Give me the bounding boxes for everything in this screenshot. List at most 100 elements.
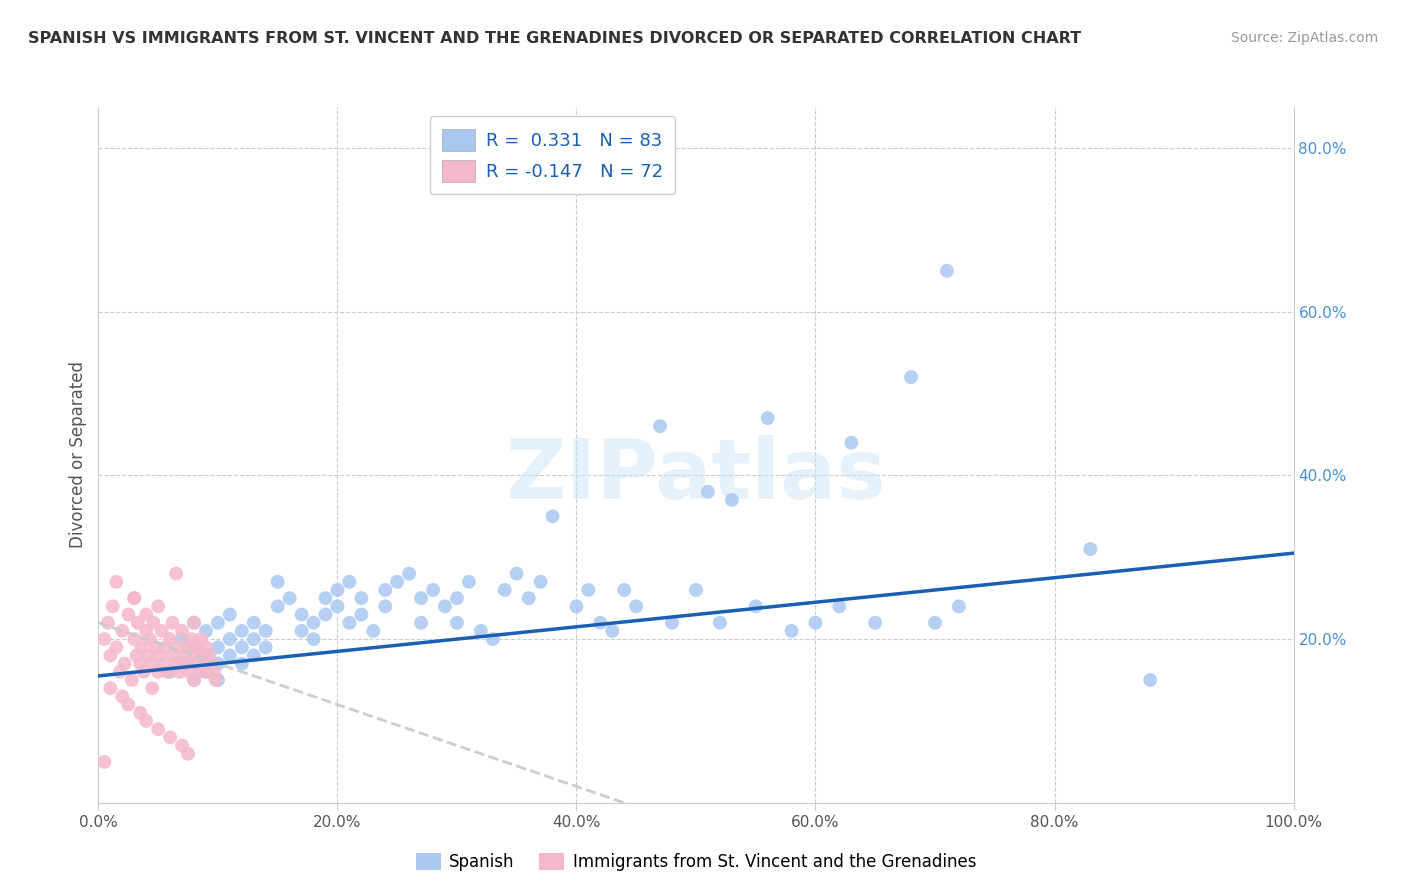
Point bbox=[183, 615, 205, 630]
Point bbox=[458, 574, 481, 589]
Point bbox=[183, 673, 205, 687]
Point bbox=[155, 640, 177, 655]
Point bbox=[948, 599, 970, 614]
Point bbox=[648, 419, 672, 434]
Point bbox=[150, 624, 173, 638]
Point bbox=[411, 615, 433, 630]
Point bbox=[207, 657, 229, 671]
Point bbox=[127, 615, 149, 630]
Point bbox=[302, 632, 325, 646]
Point bbox=[141, 657, 163, 671]
Point bbox=[194, 624, 218, 638]
Point bbox=[1139, 673, 1161, 687]
Point bbox=[114, 657, 136, 671]
Point bbox=[163, 648, 186, 663]
Point bbox=[105, 640, 128, 655]
Point bbox=[326, 599, 349, 614]
Point bbox=[291, 607, 314, 622]
Point bbox=[433, 599, 456, 614]
Point bbox=[231, 624, 253, 638]
Point bbox=[183, 648, 205, 663]
Point bbox=[422, 582, 444, 597]
Point bbox=[411, 591, 433, 606]
Point bbox=[291, 624, 314, 638]
Point bbox=[709, 615, 731, 630]
Point bbox=[267, 574, 290, 589]
Point bbox=[174, 657, 197, 671]
Point bbox=[828, 599, 851, 614]
Point bbox=[148, 722, 170, 736]
Point bbox=[105, 574, 128, 589]
Point bbox=[117, 698, 139, 712]
Point bbox=[139, 632, 162, 646]
Point bbox=[183, 640, 205, 655]
Point bbox=[398, 566, 420, 581]
Point bbox=[326, 582, 349, 597]
Point bbox=[363, 624, 385, 638]
Point bbox=[201, 657, 224, 671]
Point bbox=[149, 648, 172, 663]
Point bbox=[924, 615, 946, 630]
Point bbox=[350, 591, 373, 606]
Point bbox=[179, 665, 201, 679]
Point bbox=[159, 665, 181, 679]
Point bbox=[780, 624, 803, 638]
Point bbox=[613, 582, 636, 597]
Point bbox=[194, 657, 218, 671]
Point bbox=[350, 607, 373, 622]
Point bbox=[124, 591, 146, 606]
Point bbox=[98, 681, 122, 696]
Point bbox=[197, 665, 219, 679]
Point bbox=[254, 640, 277, 655]
Point bbox=[108, 665, 131, 679]
Point bbox=[385, 574, 409, 589]
Point bbox=[167, 640, 190, 655]
Point bbox=[159, 731, 181, 745]
Text: ZIPatlas: ZIPatlas bbox=[506, 435, 886, 516]
Point bbox=[841, 435, 863, 450]
Point bbox=[125, 648, 148, 663]
Point bbox=[162, 615, 184, 630]
Point bbox=[186, 657, 208, 671]
Point bbox=[101, 599, 124, 614]
Point bbox=[93, 632, 115, 646]
Point bbox=[565, 599, 588, 614]
Point bbox=[494, 582, 516, 597]
Point bbox=[141, 681, 163, 696]
Point bbox=[169, 665, 191, 679]
Point bbox=[721, 492, 744, 507]
Point bbox=[231, 640, 253, 655]
Point bbox=[936, 264, 959, 278]
Point bbox=[153, 657, 176, 671]
Point bbox=[124, 591, 146, 606]
Point bbox=[111, 690, 134, 704]
Point bbox=[165, 657, 187, 671]
Point bbox=[172, 657, 194, 671]
Point bbox=[98, 648, 122, 663]
Point bbox=[190, 632, 212, 646]
Point bbox=[165, 566, 187, 581]
Point bbox=[145, 640, 167, 655]
Point bbox=[529, 574, 551, 589]
Point bbox=[131, 640, 153, 655]
Point bbox=[93, 755, 115, 769]
Point bbox=[156, 665, 179, 679]
Point bbox=[756, 411, 779, 425]
Point bbox=[219, 607, 242, 622]
Point bbox=[177, 747, 200, 761]
Point bbox=[315, 591, 337, 606]
Point bbox=[188, 665, 211, 679]
Point bbox=[187, 640, 209, 655]
Point bbox=[900, 370, 922, 384]
Point bbox=[207, 615, 229, 630]
Point bbox=[172, 632, 194, 646]
Point bbox=[243, 632, 266, 646]
Point bbox=[135, 714, 157, 728]
Point bbox=[207, 640, 229, 655]
Point bbox=[183, 673, 205, 687]
Point bbox=[204, 673, 226, 687]
Point bbox=[173, 648, 195, 663]
Point bbox=[626, 599, 648, 614]
Point bbox=[142, 615, 165, 630]
Point bbox=[278, 591, 301, 606]
